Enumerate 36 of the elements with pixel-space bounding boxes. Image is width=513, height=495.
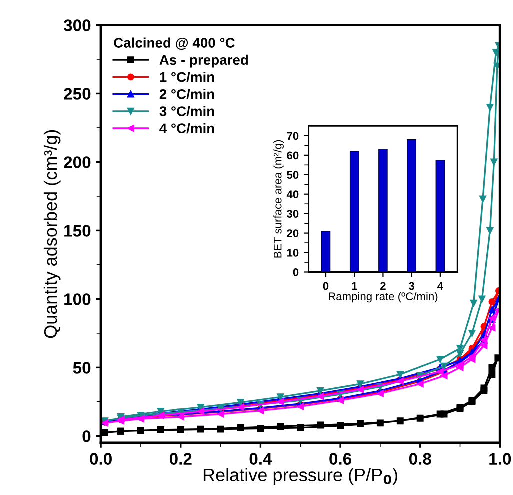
x-axis-title: Ramping rate (ºC/min) bbox=[328, 292, 438, 303]
legend-label: 2 °C/min bbox=[160, 89, 214, 100]
x-tick-label: 1.0 bbox=[490, 453, 512, 465]
legend-label: As - prepared bbox=[160, 54, 248, 68]
legend-label: 3 °C/min bbox=[160, 106, 214, 117]
y-tick-label: 40 bbox=[286, 190, 299, 199]
legend-label: 1 °C/min bbox=[160, 72, 214, 82]
legend-label: 4 °C/min bbox=[160, 123, 214, 134]
x-tick-label: 0.6 bbox=[330, 453, 352, 465]
y-axis-title: BET surface area (m²/g) bbox=[274, 140, 284, 258]
y-tick-label: 300 bbox=[64, 20, 91, 32]
y-tick-label: 20 bbox=[287, 230, 299, 238]
x-tick-label: 0 bbox=[323, 282, 329, 290]
x-tick-label: 0.2 bbox=[170, 453, 192, 465]
y-tick-label: 30 bbox=[287, 210, 299, 218]
x-tick-label: 0.8 bbox=[409, 453, 432, 465]
x-axis-title: Relative pressure (P/P$_{0}$) bbox=[204, 468, 398, 486]
x-tick-label: 1 bbox=[352, 282, 358, 290]
x-tick-label: 3 bbox=[408, 282, 415, 290]
y-tick-label: 10 bbox=[287, 249, 299, 257]
x-tick-label: 4 bbox=[438, 282, 444, 290]
y-tick-label: 50 bbox=[287, 171, 299, 180]
x-tick-label: 0.0 bbox=[90, 453, 112, 465]
y-tick-label: 0 bbox=[82, 430, 91, 442]
y-axis-title: Quantity adsorbed (cm³/g) bbox=[44, 130, 61, 338]
y-tick-label: 250 bbox=[64, 88, 91, 100]
y-tick-label: 60 bbox=[287, 152, 299, 160]
y-tick-label: 150 bbox=[64, 225, 91, 237]
y-tick-label: 100 bbox=[64, 294, 91, 306]
y-tick-label: 50 bbox=[73, 362, 91, 374]
y-tick-label: 0 bbox=[293, 268, 299, 276]
y-tick-label: 200 bbox=[64, 156, 91, 168]
x-tick-label: 2 bbox=[380, 282, 386, 290]
y-tick-label: 70 bbox=[287, 132, 299, 140]
x-tick-label: 0.4 bbox=[250, 453, 272, 465]
legend-title: Calcined @ 400 °C bbox=[114, 38, 235, 50]
